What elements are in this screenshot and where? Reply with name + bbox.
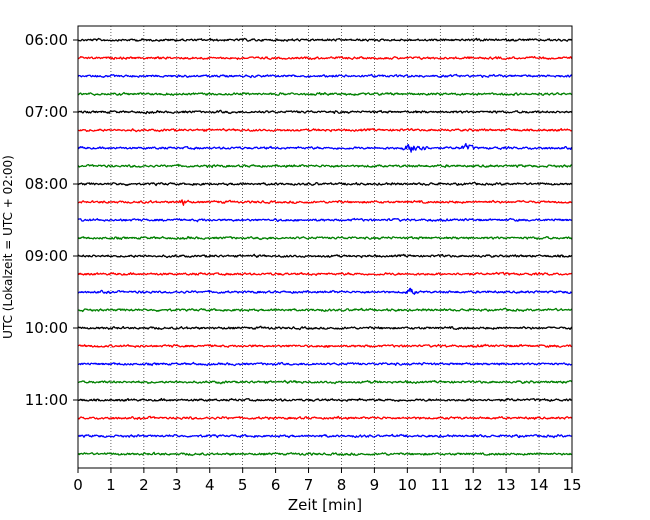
x-axis-label: Zeit [min]: [288, 496, 362, 514]
y-axis-label: UTC (Lokalzeit = UTC + 02:00): [1, 155, 15, 339]
y-axis-ticks: 06:00 07:00 08:00 09:00 10:00 11:00: [25, 31, 78, 409]
trace-line: [77, 253, 573, 259]
trace-line: [77, 127, 573, 133]
x-tick-label: 11: [431, 476, 450, 494]
x-tick-label: 15: [562, 476, 581, 494]
x-tick-label: 2: [139, 476, 149, 494]
x-tick-label: 7: [304, 476, 314, 494]
x-tick-label: 5: [238, 476, 248, 494]
trace-line: [77, 307, 573, 313]
trace-line: [77, 379, 573, 385]
trace-line: [77, 142, 573, 153]
trace-line: [77, 91, 573, 97]
trace-line: [77, 343, 573, 348]
x-tick-label: 3: [172, 476, 182, 494]
x-tick-label: 0: [73, 476, 83, 494]
trace-line: [77, 325, 573, 331]
trace-line: [77, 415, 573, 420]
trace-line: [77, 109, 573, 115]
x-tick-label: 12: [464, 476, 483, 494]
x-tick-label: 4: [205, 476, 215, 494]
y-tick-label: 07:00: [25, 103, 68, 121]
trace-line: [77, 451, 573, 457]
x-tick-label: 14: [530, 476, 549, 494]
trace-line: [77, 235, 573, 241]
trace-line: [77, 361, 573, 367]
trace-line: [77, 433, 573, 439]
y-tick-label: 11:00: [25, 391, 68, 409]
x-tick-label: 13: [497, 476, 516, 494]
trace-line: [77, 287, 573, 295]
x-axis-ticks: 0 1 2 3 4 5 6 7 8 9 10 11 12 13 14 15: [73, 468, 582, 494]
y-tick-label: 10:00: [25, 319, 68, 337]
plot-frame: [77, 25, 573, 469]
trace-line: [77, 55, 573, 61]
y-tick-label: 06:00: [25, 31, 68, 49]
x-tick-label: 9: [370, 476, 380, 494]
x-tick-label: 8: [337, 476, 347, 494]
x-tick-label: 10: [398, 476, 417, 494]
y-tick-label: 08:00: [25, 175, 68, 193]
trace-line: [77, 163, 573, 169]
trace-line: [77, 73, 573, 79]
trace-line: [77, 217, 573, 223]
trace-line: [77, 397, 573, 402]
trace-line: [77, 37, 573, 42]
seismic-traces: [77, 37, 573, 457]
trace-line: [77, 181, 573, 187]
y-tick-label: 09:00: [25, 247, 68, 265]
x-tick-label: 6: [271, 476, 281, 494]
trace-line: [77, 271, 573, 276]
trace-line: [77, 199, 573, 206]
x-tick-label: 1: [106, 476, 116, 494]
